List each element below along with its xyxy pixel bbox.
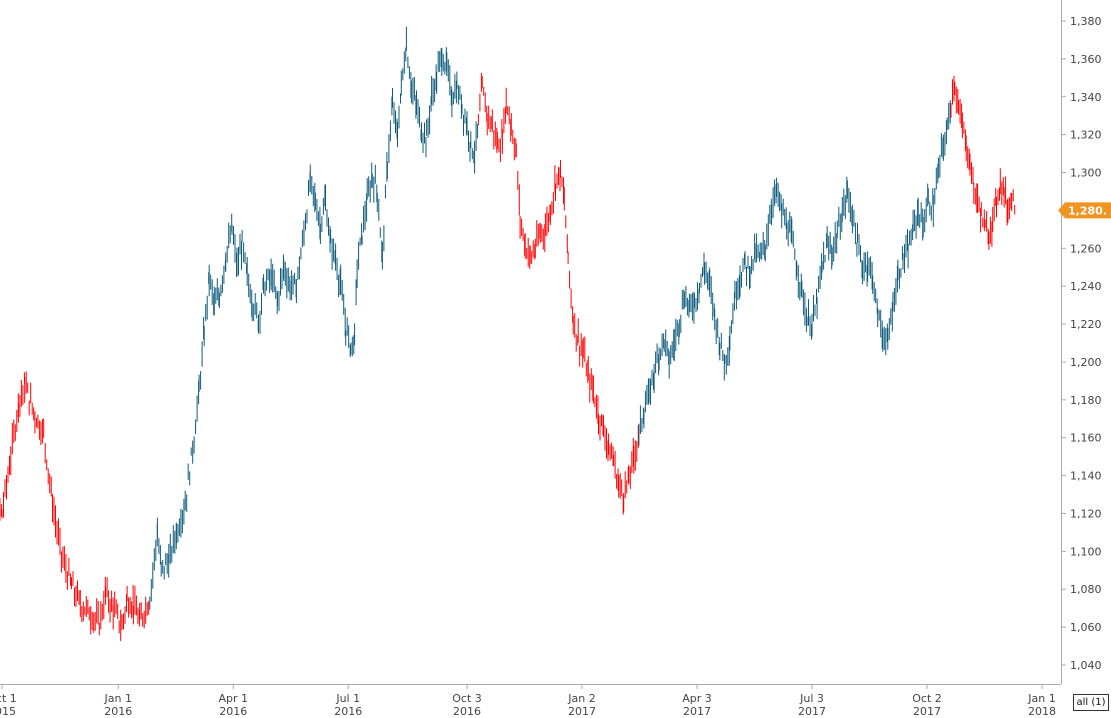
range-all-button[interactable]: all (1) — [1073, 694, 1109, 711]
y-tick-label: 1,080 — [1070, 583, 1102, 596]
x-tick-year-label: 2016 — [453, 705, 481, 718]
x-tick-label: Jul 1 — [335, 692, 360, 705]
x-tick-label: Oct 3 — [452, 692, 482, 705]
x-tick-year-label: 2017 — [683, 705, 711, 718]
x-tick-label: Oct 1 — [0, 692, 17, 705]
x-tick-label: Jan 1 — [104, 692, 132, 705]
x-tick-year-label: 2016 — [219, 705, 247, 718]
last-price-tag: 1,280. — [1058, 202, 1111, 219]
x-tick-year-label: 2017 — [913, 705, 941, 718]
y-tick-label: 1,100 — [1070, 545, 1102, 558]
y-tick-label: 1,240 — [1070, 280, 1102, 293]
x-tick-label: Jan 2 — [567, 692, 595, 705]
x-tick-year-label: 2016 — [104, 705, 132, 718]
x-tick-label: Oct 2 — [912, 692, 942, 705]
y-tick-label: 1,380 — [1070, 15, 1102, 28]
y-axis: 1,040 1,060 1,080 1,100 1,120 1,140 1,160 1,180… — [1061, 15, 1102, 672]
price-series — [0, 26, 1016, 642]
x-tick-label: Apr 3 — [682, 692, 712, 705]
x-tick-label: Jul 3 — [799, 692, 824, 705]
x-tick-year-label: 2018 — [1028, 705, 1056, 718]
y-tick-label: 1,360 — [1070, 53, 1102, 66]
x-tick-year-label: 2017 — [568, 705, 596, 718]
y-tick-label: 1,120 — [1070, 507, 1102, 520]
y-tick-label: 1,300 — [1070, 167, 1102, 180]
last-price-marker — [1058, 202, 1111, 219]
x-tick-label: Apr 1 — [218, 692, 248, 705]
y-tick-label: 1,180 — [1070, 394, 1102, 407]
y-tick-label: 1,140 — [1070, 470, 1102, 483]
x-tick-year-label: 2016 — [334, 705, 362, 718]
y-tick-label: 1,060 — [1070, 621, 1102, 634]
x-tick-label: Jan 1 — [1027, 692, 1055, 705]
y-tick-label: 1,200 — [1070, 356, 1102, 369]
y-tick-label: 1,260 — [1070, 242, 1102, 255]
y-tick-label: 1,320 — [1070, 129, 1102, 142]
x-tick-year-label: 2015 — [0, 705, 16, 718]
y-tick-label: 1,160 — [1070, 432, 1102, 445]
y-tick-label: 1,340 — [1070, 91, 1102, 104]
y-tick-label: 1,040 — [1070, 659, 1102, 672]
y-tick-label: 1,220 — [1070, 318, 1102, 331]
x-tick-year-label: 2017 — [798, 705, 826, 718]
last-price-label: 1,280. — [1068, 204, 1107, 217]
